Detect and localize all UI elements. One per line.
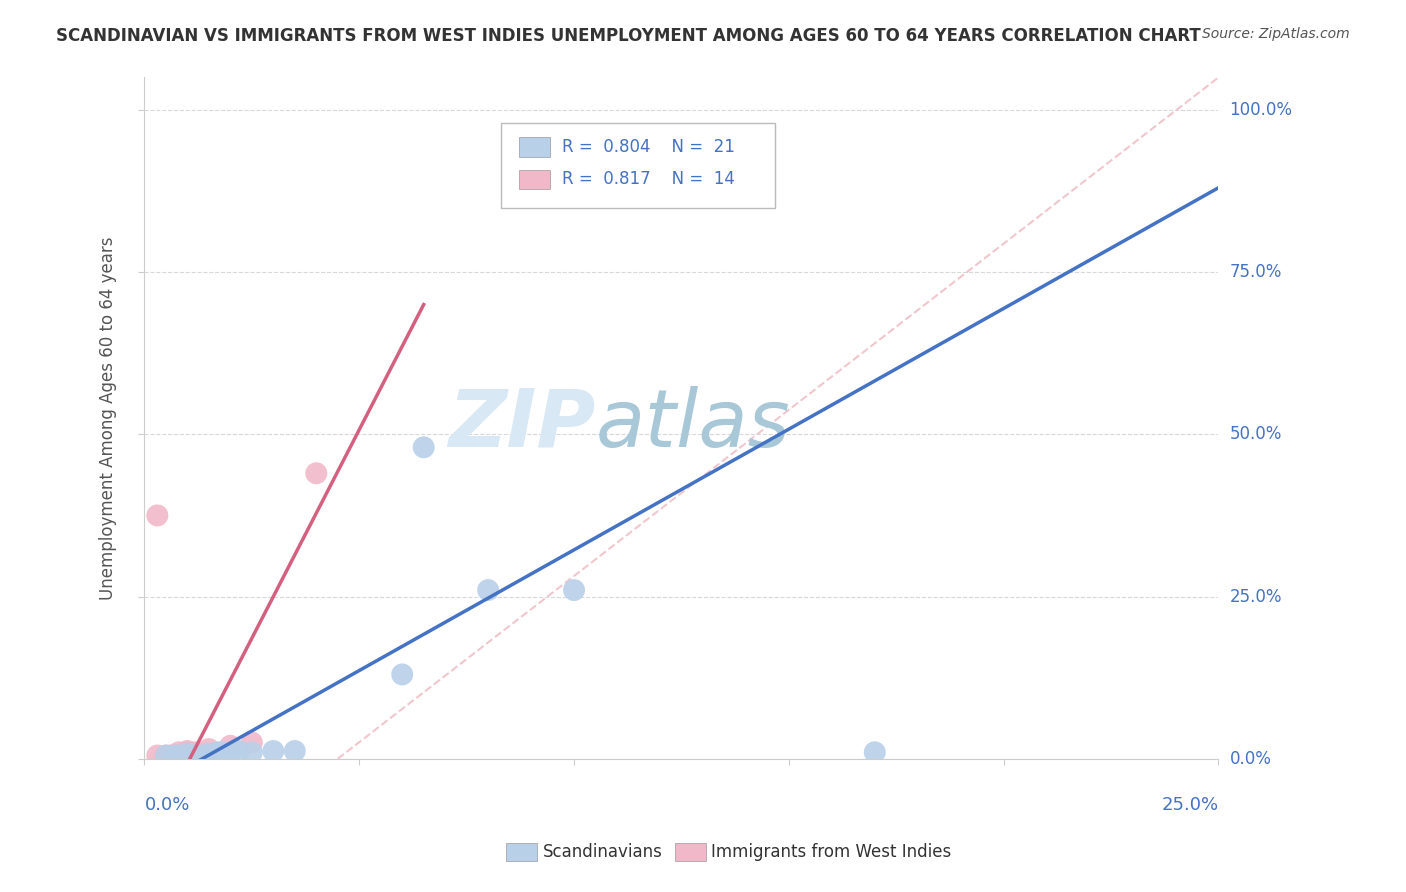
Point: [176, 747, 198, 761]
Point: [863, 745, 886, 759]
Point: [188, 748, 211, 763]
Text: Immigrants from West Indies: Immigrants from West Indies: [711, 843, 952, 861]
Point: [184, 745, 207, 759]
Point: [412, 440, 434, 454]
Point: [155, 748, 177, 763]
Y-axis label: Unemployment Among Ages 60 to 64 years: Unemployment Among Ages 60 to 64 years: [100, 236, 117, 599]
Text: 25.0%: 25.0%: [1230, 588, 1282, 606]
Point: [198, 742, 221, 756]
Text: 100.0%: 100.0%: [1230, 101, 1292, 119]
Text: R =  0.817    N =  14: R = 0.817 N = 14: [561, 170, 734, 188]
Text: atlas: atlas: [596, 386, 790, 464]
Text: 75.0%: 75.0%: [1230, 263, 1282, 281]
Point: [184, 748, 207, 763]
Point: [176, 745, 198, 759]
Text: 0.0%: 0.0%: [1230, 750, 1271, 768]
Text: 50.0%: 50.0%: [1230, 425, 1282, 443]
Point: [240, 745, 263, 759]
Point: [219, 739, 242, 753]
Point: [198, 747, 221, 761]
Point: [146, 508, 169, 523]
Text: ZIP: ZIP: [449, 386, 596, 464]
Point: [167, 748, 190, 763]
Point: [155, 748, 177, 763]
Text: R =  0.804    N =  21: R = 0.804 N = 21: [561, 138, 734, 156]
Point: [305, 467, 328, 481]
Point: [207, 745, 229, 759]
Point: [163, 748, 186, 763]
Point: [228, 744, 250, 758]
Point: [176, 744, 198, 758]
Point: [262, 744, 284, 758]
Point: [167, 745, 190, 759]
Text: 25.0%: 25.0%: [1161, 797, 1219, 814]
Point: [284, 744, 307, 758]
Point: [198, 748, 221, 763]
Point: [391, 667, 413, 681]
Point: [240, 735, 263, 749]
Text: Source: ZipAtlas.com: Source: ZipAtlas.com: [1202, 27, 1350, 41]
Point: [163, 748, 186, 763]
Point: [167, 748, 190, 763]
Point: [176, 748, 198, 763]
Text: SCANDINAVIAN VS IMMIGRANTS FROM WEST INDIES UNEMPLOYMENT AMONG AGES 60 TO 64 YEA: SCANDINAVIAN VS IMMIGRANTS FROM WEST IND…: [56, 27, 1201, 45]
Point: [562, 583, 585, 598]
Point: [219, 745, 242, 759]
Point: [159, 748, 181, 763]
Point: [211, 745, 233, 759]
Text: Scandinavians: Scandinavians: [543, 843, 662, 861]
Text: 0.0%: 0.0%: [145, 797, 190, 814]
Point: [477, 583, 499, 598]
Point: [146, 748, 169, 763]
